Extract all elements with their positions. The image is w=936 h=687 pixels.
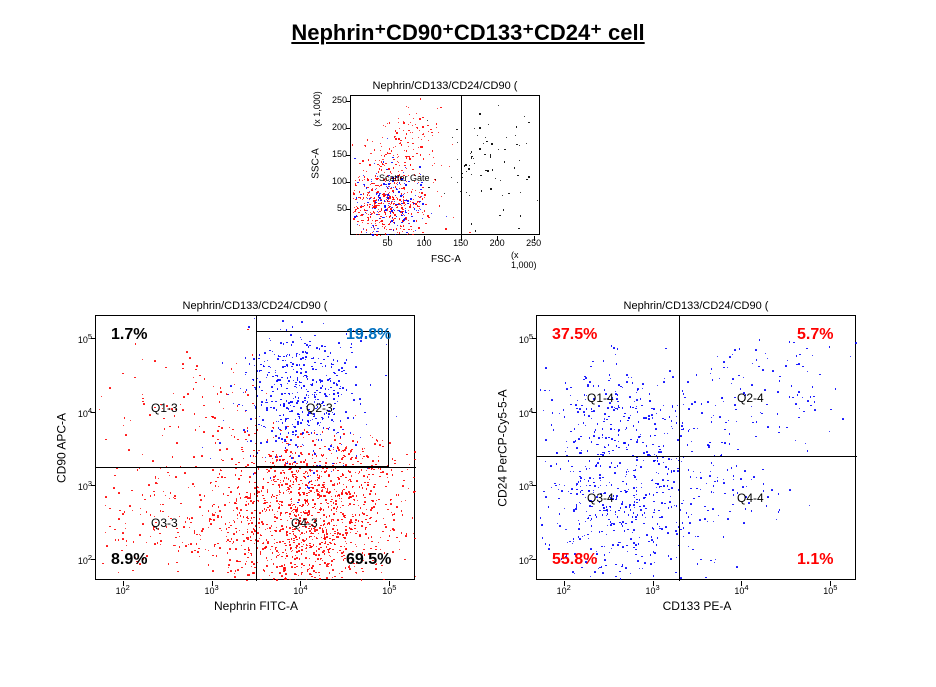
top-ytick: 150 [321, 149, 347, 159]
left-Q3-pct: 8.9% [111, 551, 147, 569]
top-ytick: 50 [321, 203, 347, 213]
left-Q1-label: Q1-3 [151, 401, 178, 415]
left-ytick: 104 [66, 406, 92, 419]
right-xlabel: CD133 PE-A [537, 599, 857, 613]
left-Q2-label: Q2-3 [306, 401, 333, 415]
left-ytick: 105 [66, 332, 92, 345]
right-Q2-label: Q2-4 [737, 391, 764, 405]
left-Q3-label: Q3-3 [151, 516, 178, 530]
right-gate-vline [679, 316, 680, 581]
top-gate-label: Scatter Gate [379, 173, 430, 183]
top-ytick: 250 [321, 95, 347, 105]
top-ytick: 100 [321, 176, 347, 186]
right-ytick: 103 [507, 479, 533, 492]
right-Q1-pct: 37.5% [552, 326, 597, 344]
top-plot-title: Nephrin/CD133/CD24/CD90 ( [351, 80, 539, 92]
right-Q2-pct: 5.7% [797, 326, 833, 344]
top-scatter-plot: Nephrin/CD133/CD24/CD90 ( SSC-AFSC-A5010… [350, 95, 540, 235]
right-ytick: 102 [507, 553, 533, 566]
left-plot-title: Nephrin/CD133/CD24/CD90 ( [96, 300, 414, 312]
left-Q4-pct: 69.5% [346, 551, 391, 569]
left-Q2-pct: 19.8% [346, 326, 391, 344]
right-Q1-label: Q1-4 [587, 391, 614, 405]
top-ytick: 200 [321, 122, 347, 132]
left-ytick: 102 [66, 553, 92, 566]
right-ylabel: CD24 PerCP-Cy5-5-A [495, 315, 509, 580]
right-ytick: 105 [507, 332, 533, 345]
right-Q4-label: Q4-4 [737, 491, 764, 505]
left-xlabel: Nephrin FITC-A [96, 599, 416, 613]
right-ytick: 104 [507, 406, 533, 419]
top-y-unit: (x 1,000) [312, 91, 322, 127]
left-Q1-pct: 1.7% [111, 326, 147, 344]
right-Q3-pct: 55.8% [552, 551, 597, 569]
left-Q4-label: Q4-3 [291, 516, 318, 530]
left-scatter-plot: Nephrin/CD133/CD24/CD90 ( CD90 APC-ANeph… [95, 315, 415, 580]
page-title: Nephrin⁺CD90⁺CD133⁺CD24⁺ cell [0, 0, 936, 46]
right-Q3-label: Q3-4 [587, 491, 614, 505]
right-Q4-pct: 1.1% [797, 551, 833, 569]
top-gate-vline [461, 96, 462, 236]
left-ylabel: CD90 APC-A [54, 315, 68, 580]
left-q2-box [256, 331, 389, 467]
left-ytick: 103 [66, 479, 92, 492]
right-scatter-plot: Nephrin/CD133/CD24/CD90 ( CD24 PerCP-Cy5… [536, 315, 856, 580]
right-plot-title: Nephrin/CD133/CD24/CD90 ( [537, 300, 855, 312]
top-x-unit: (x 1,000) [511, 250, 539, 270]
right-gate-hline [537, 456, 857, 457]
